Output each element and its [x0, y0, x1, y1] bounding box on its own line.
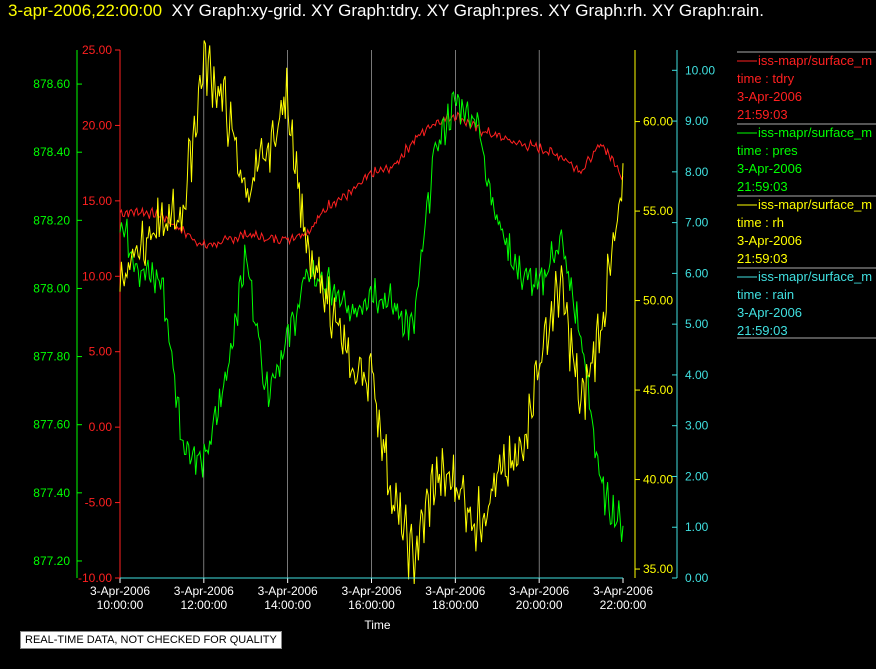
x-tick-date-2: 3-Apr-2006	[258, 584, 318, 598]
pres-tick-label-7: 877.20	[33, 554, 70, 568]
tdry-tick-label-5: 0.00	[89, 420, 113, 434]
rh-tick-label-5: 35.00	[643, 562, 673, 576]
x-tick-time-3: 16:00:00	[348, 598, 395, 612]
rain-tick-label-6: 4.00	[685, 368, 709, 382]
pres-tick-label-0: 878.60	[33, 77, 70, 91]
tdry-tick-label-0: 25.00	[82, 43, 112, 57]
legend-name-0: iss-mapr/surface_m	[758, 53, 872, 68]
pres-tick-label-5: 877.60	[33, 418, 70, 432]
tdry-tick-label-7: -10.00	[78, 571, 112, 585]
legend-label-2: time : rh	[737, 215, 784, 230]
pres-tick-label-4: 877.80	[33, 350, 70, 364]
x-tick-time-0: 10:00:00	[97, 598, 144, 612]
x-axis-label: Time	[364, 618, 391, 632]
tdry-tick-label-6: -5.00	[85, 496, 113, 510]
x-tick-date-0: 3-Apr-2006	[90, 584, 150, 598]
pres-tick-label-1: 878.40	[33, 145, 70, 159]
legend-time-3: 21:59:03	[737, 323, 788, 338]
x-tick-date-3: 3-Apr-2006	[341, 584, 401, 598]
rain-tick-label-1: 9.00	[685, 114, 709, 128]
x-tick-time-6: 22:00:00	[600, 598, 647, 612]
rh-tick-label-3: 45.00	[643, 383, 673, 397]
graph-titles: XY Graph:xy-grid. XY Graph:tdry. XY Grap…	[171, 1, 764, 20]
legend-name-1: iss-mapr/surface_m	[758, 125, 872, 140]
rh-tick-label-2: 50.00	[643, 294, 673, 308]
x-tick-date-1: 3-Apr-2006	[174, 584, 234, 598]
legend-name-3: iss-mapr/surface_m	[758, 269, 872, 284]
rain-tick-label-7: 3.00	[685, 419, 709, 433]
x-tick-date-6: 3-Apr-2006	[593, 584, 653, 598]
tdry-tick-label-3: 10.00	[82, 269, 112, 283]
rain-tick-label-5: 5.00	[685, 317, 709, 331]
graph-title-bar: 3-apr-2006,22:00:00 XY Graph:xy-grid. XY…	[8, 1, 764, 21]
rh-tick-label-4: 40.00	[643, 473, 673, 487]
pres-tick-label-2: 878.20	[33, 213, 70, 227]
current-timestamp: 3-apr-2006,22:00:00	[8, 1, 163, 20]
legend-label-0: time : tdry	[737, 71, 795, 86]
x-tick-time-5: 20:00:00	[516, 598, 563, 612]
x-tick-date-5: 3-Apr-2006	[509, 584, 569, 598]
series-tdry	[119, 111, 624, 250]
rain-tick-label-10: 0.00	[685, 571, 709, 585]
legend-date-3: 3-Apr-2006	[737, 305, 802, 320]
rain-tick-label-9: 1.00	[685, 520, 709, 534]
legend-time-1: 21:59:03	[737, 179, 788, 194]
legend-time-0: 21:59:03	[737, 107, 788, 122]
rain-tick-label-2: 8.00	[685, 165, 709, 179]
rh-tick-label-0: 60.00	[643, 115, 673, 129]
rain-tick-label-4: 6.00	[685, 266, 709, 280]
quality-notice: REAL-TIME DATA, NOT CHECKED FOR QUALITY	[20, 631, 282, 649]
pres-tick-label-3: 878.00	[33, 281, 70, 295]
tdry-tick-label-4: 5.00	[89, 345, 113, 359]
x-tick-time-4: 18:00:00	[432, 598, 479, 612]
rain-tick-label-8: 2.00	[685, 469, 709, 483]
tdry-tick-label-2: 15.00	[82, 194, 112, 208]
legend-time-2: 21:59:03	[737, 251, 788, 266]
legend-date-0: 3-Apr-2006	[737, 89, 802, 104]
x-tick-time-1: 12:00:00	[180, 598, 227, 612]
tdry-tick-label-1: 20.00	[82, 118, 112, 132]
rain-tick-label-0: 10.00	[685, 63, 715, 77]
series-rh	[119, 40, 624, 585]
legend-date-2: 3-Apr-2006	[737, 233, 802, 248]
legend-label-1: time : pres	[737, 143, 798, 158]
legend-label-3: time : rain	[737, 287, 794, 302]
x-tick-date-4: 3-Apr-2006	[425, 584, 485, 598]
pres-tick-label-6: 877.40	[33, 486, 70, 500]
rain-tick-label-3: 7.00	[685, 216, 709, 230]
rh-tick-label-1: 55.00	[643, 204, 673, 218]
x-tick-time-2: 14:00:00	[264, 598, 311, 612]
series-pres	[119, 91, 624, 542]
legend-date-1: 3-Apr-2006	[737, 161, 802, 176]
legend-name-2: iss-mapr/surface_m	[758, 197, 872, 212]
